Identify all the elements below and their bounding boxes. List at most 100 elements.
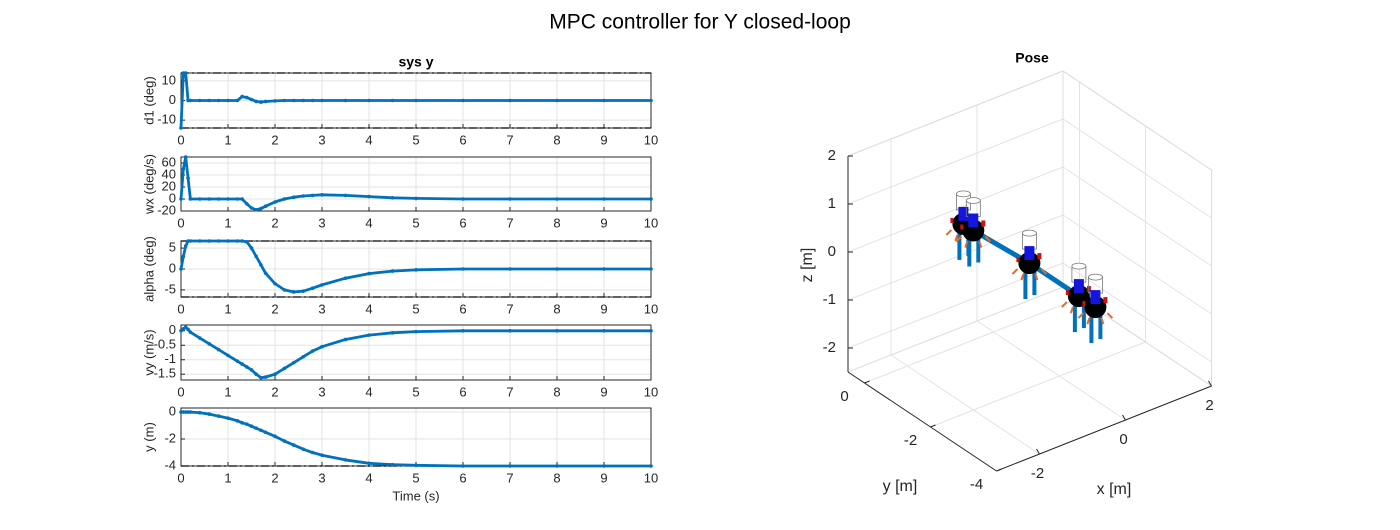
robot-core — [1073, 279, 1084, 294]
x-tick-label: 6 — [459, 215, 466, 230]
data-point — [273, 200, 277, 204]
data-point — [207, 412, 211, 416]
x-tick-label: 3 — [318, 384, 325, 399]
robot-pose — [955, 197, 992, 267]
data-point — [183, 71, 188, 75]
y-tick-label: -2 — [164, 430, 176, 445]
data-point — [245, 202, 249, 206]
data-point — [292, 443, 296, 447]
y-axis-label: vy (m/s) — [141, 329, 156, 375]
x-tick-label: 0 — [177, 132, 184, 147]
data-point — [282, 439, 287, 443]
data-point — [414, 98, 418, 103]
data-point — [555, 328, 559, 333]
y-tick-label: 40 — [162, 166, 176, 181]
data-point — [555, 197, 559, 201]
x-tick-label: 5 — [412, 301, 419, 316]
data-point — [188, 410, 193, 414]
data-point — [207, 239, 211, 243]
robot-cylinder-top — [1088, 273, 1103, 281]
x-tick-label: 7 — [506, 384, 513, 399]
data-point — [216, 414, 221, 418]
y-axis-label: y [m] — [883, 478, 918, 495]
data-point — [240, 94, 244, 99]
data-point — [555, 267, 559, 271]
x-tick-label: 8 — [553, 384, 560, 399]
data-point — [254, 99, 258, 104]
data-point — [235, 359, 240, 363]
data-point — [367, 271, 371, 276]
robot-side — [1103, 297, 1108, 304]
robot-propeller — [1061, 301, 1097, 314]
x-tick-label: 0 — [177, 301, 184, 316]
data-point — [649, 98, 653, 103]
data-point — [292, 195, 296, 199]
robot-side — [1086, 286, 1091, 293]
x-tick-label: 10 — [644, 215, 658, 230]
y-axis-label: wx (deg/s) — [141, 154, 156, 215]
data-point — [259, 206, 263, 211]
x-tick-label: 0 — [177, 384, 184, 399]
robot-cylinder-top — [1022, 229, 1037, 237]
grid-line — [847, 166, 1064, 253]
data-point — [263, 430, 268, 435]
x-tick-label: 4 — [365, 301, 372, 316]
robot-core — [1090, 290, 1101, 305]
x-tick-label: 1 — [224, 215, 231, 230]
data-point — [282, 288, 287, 292]
x-tick-label: 0 — [1119, 431, 1127, 448]
robot-side — [1082, 301, 1086, 307]
data-point — [649, 328, 653, 333]
box-edge — [1062, 70, 1212, 171]
z-tick-label: -2 — [823, 339, 836, 356]
z-tick-label: 2 — [828, 147, 836, 164]
data-point — [216, 239, 221, 243]
data-point — [226, 416, 230, 420]
x-tick-label: 8 — [553, 301, 560, 316]
x-tick-label: 6 — [459, 470, 466, 485]
x-tick-label: 8 — [553, 132, 560, 147]
grid-line — [864, 297, 1080, 384]
data-point — [249, 368, 254, 372]
data-point — [254, 208, 258, 212]
data-point — [263, 204, 268, 208]
grid-line — [847, 118, 1064, 205]
y-tick-label: 20 — [162, 178, 176, 193]
data-point — [343, 193, 348, 198]
data-point — [179, 126, 183, 130]
x-tick-label: 2 — [271, 470, 278, 485]
robot-propeller — [945, 229, 982, 242]
box-edge — [847, 70, 1064, 157]
y-tick-label: 0 — [169, 403, 176, 418]
data-point — [207, 98, 211, 103]
data-point — [245, 240, 249, 244]
y-tick-label: 0 — [169, 190, 176, 205]
data-point — [235, 419, 240, 423]
data-point — [263, 375, 268, 379]
data-point — [216, 347, 221, 352]
x-tick-label: 10 — [644, 470, 658, 485]
data-point — [320, 98, 324, 103]
data-point — [301, 289, 306, 293]
robot-cylinder-top — [1071, 262, 1087, 270]
data-point — [292, 290, 296, 294]
axes-title: sys y — [398, 54, 433, 70]
data-point — [310, 286, 315, 291]
data-point — [249, 206, 254, 210]
x-tick-label: 9 — [600, 132, 607, 147]
data-point — [390, 462, 395, 467]
data-point — [461, 267, 465, 271]
data-point — [235, 197, 240, 201]
x-tick-label: 2 — [271, 384, 278, 399]
y-tick-label: -0.5 — [154, 337, 176, 352]
y-tick-label: -20 — [157, 202, 176, 217]
x-tick-label: 9 — [600, 470, 607, 485]
data-point — [226, 353, 230, 358]
axis-line — [847, 371, 997, 472]
data-point — [649, 267, 653, 271]
y-tick-label: -4 — [164, 457, 176, 472]
data-point — [508, 464, 512, 468]
data-point — [240, 197, 244, 201]
x-tick-label: 3 — [318, 301, 325, 316]
data-point — [555, 464, 559, 468]
